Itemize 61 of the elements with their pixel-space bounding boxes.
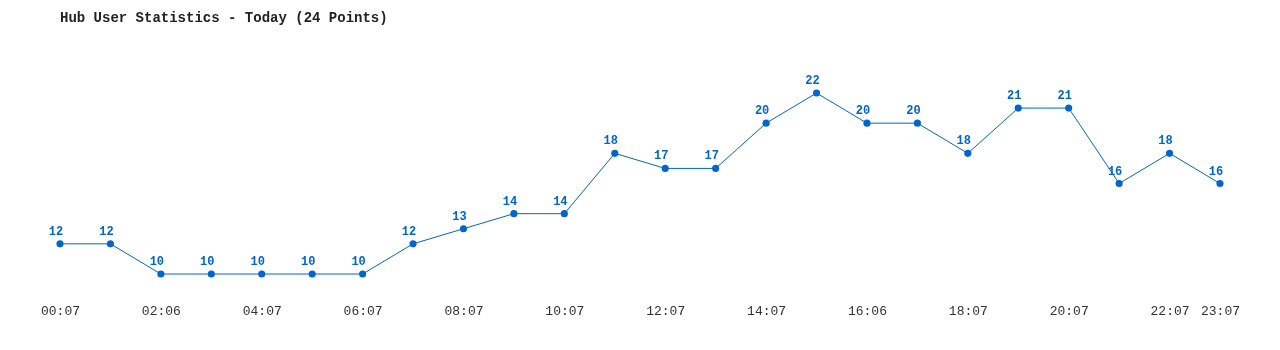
data-label: 17 — [704, 149, 719, 164]
point — [409, 240, 417, 248]
point — [1115, 179, 1123, 188]
data-label: 14 — [553, 194, 568, 209]
data-label: 10 — [149, 255, 165, 269]
point — [1166, 149, 1174, 157]
x-tick-label: 22:07 — [1150, 304, 1190, 320]
point — [106, 240, 114, 248]
data-label: 10 — [300, 255, 316, 269]
chart-title: Hub User Statistics - Today (24 Points) — [60, 10, 388, 26]
point — [56, 240, 64, 248]
x-tick-label: 18:07 — [948, 304, 988, 320]
point — [459, 225, 468, 233]
data-label: 21 — [1007, 89, 1022, 104]
x-tick-label: 16:06 — [847, 304, 887, 320]
point — [207, 270, 215, 278]
data-label: 20 — [906, 104, 921, 119]
point — [712, 164, 720, 172]
data-label: 12 — [401, 224, 417, 239]
x-tick-label: 02:06 — [141, 304, 181, 320]
x-tick-label: 23:07 — [1200, 304, 1241, 320]
x-tick-label: 10:07 — [545, 304, 585, 320]
point — [308, 270, 316, 278]
point — [863, 119, 871, 127]
data-label: 21 — [1057, 89, 1072, 104]
point — [913, 119, 921, 127]
data-label: 18 — [1158, 134, 1173, 149]
x-tick-label: 06:07 — [343, 304, 383, 320]
x-tick-label: 00:07 — [40, 304, 81, 320]
point — [510, 210, 518, 218]
data-label: 14 — [502, 194, 518, 209]
data-label: 13 — [452, 209, 467, 224]
data-label: 22 — [805, 74, 820, 88]
x-tick-label: 20:07 — [1049, 304, 1089, 320]
point — [359, 270, 367, 278]
data-label: 20 — [855, 104, 871, 119]
x-tick-label: 08:07 — [444, 304, 484, 320]
point — [611, 149, 619, 157]
point — [157, 270, 165, 278]
data-label: 18 — [956, 134, 972, 149]
point — [661, 164, 669, 172]
x-tick-label: 14:07 — [747, 304, 787, 320]
point — [1065, 104, 1073, 112]
data-label: 10 — [250, 255, 265, 269]
data-label: 12 — [48, 224, 64, 239]
point — [258, 270, 266, 278]
x-tick-label: 04:07 — [242, 304, 282, 320]
data-label: 10 — [351, 255, 366, 269]
point — [964, 149, 972, 157]
point — [1014, 104, 1022, 112]
data-label: 20 — [754, 104, 770, 119]
data-label: 12 — [99, 224, 114, 239]
data-label: 17 — [654, 149, 669, 164]
data-label: 10 — [200, 255, 215, 269]
point — [812, 89, 821, 97]
data-label: 18 — [603, 134, 618, 149]
point — [1216, 179, 1224, 188]
x-tick-label: 12:07 — [646, 304, 686, 320]
point — [762, 119, 770, 127]
data-label: 16 — [1208, 164, 1224, 179]
point — [560, 210, 568, 218]
